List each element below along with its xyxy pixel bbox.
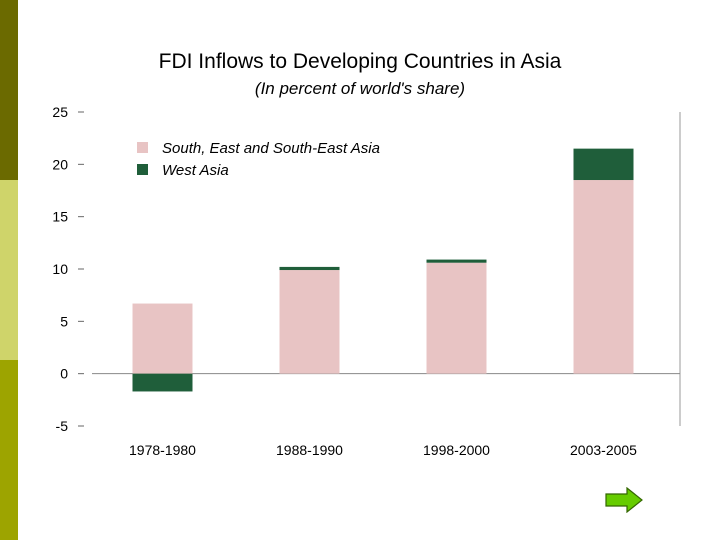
chart-subtitle: (In percent of world's share): [254, 79, 466, 98]
sidebar-band-middle: [0, 180, 18, 360]
y-tick-label: 15: [52, 209, 68, 225]
bar-south-east-asia: [573, 180, 634, 374]
y-tick-label: 25: [52, 104, 68, 120]
y-tick-label: 0: [60, 366, 68, 382]
x-tick-label: 1998-2000: [423, 442, 490, 458]
legend-label: South, East and South-East Asia: [162, 140, 380, 157]
x-tick-label: 1978-1980: [129, 442, 196, 458]
slide-sidebar: [0, 0, 18, 540]
sidebar-band-top: [0, 0, 18, 180]
y-tick-label: 20: [52, 156, 68, 172]
legend-label: West Asia: [162, 162, 229, 179]
x-tick-label: 1988-1990: [276, 442, 343, 458]
bar-west-asia: [426, 259, 487, 263]
bar-south-east-asia: [279, 270, 340, 374]
y-tick-label: 10: [52, 261, 68, 277]
chart-title: FDI Inflows to Developing Countries in A…: [158, 50, 562, 73]
sidebar-band-bottom: [0, 360, 18, 540]
x-tick-label: 2003-2005: [570, 442, 637, 458]
next-slide-button[interactable]: [605, 486, 643, 518]
right-arrow-icon: [605, 486, 643, 514]
legend-swatch: [137, 164, 148, 175]
bar-west-asia: [132, 373, 193, 392]
bar-south-east-asia: [426, 262, 487, 374]
legend-swatch: [137, 142, 148, 153]
y-tick-label: -5: [56, 418, 69, 434]
y-tick-label: 5: [60, 313, 68, 329]
bar-west-asia: [279, 266, 340, 271]
bar-west-asia: [573, 148, 634, 181]
bar-south-east-asia: [132, 303, 193, 374]
